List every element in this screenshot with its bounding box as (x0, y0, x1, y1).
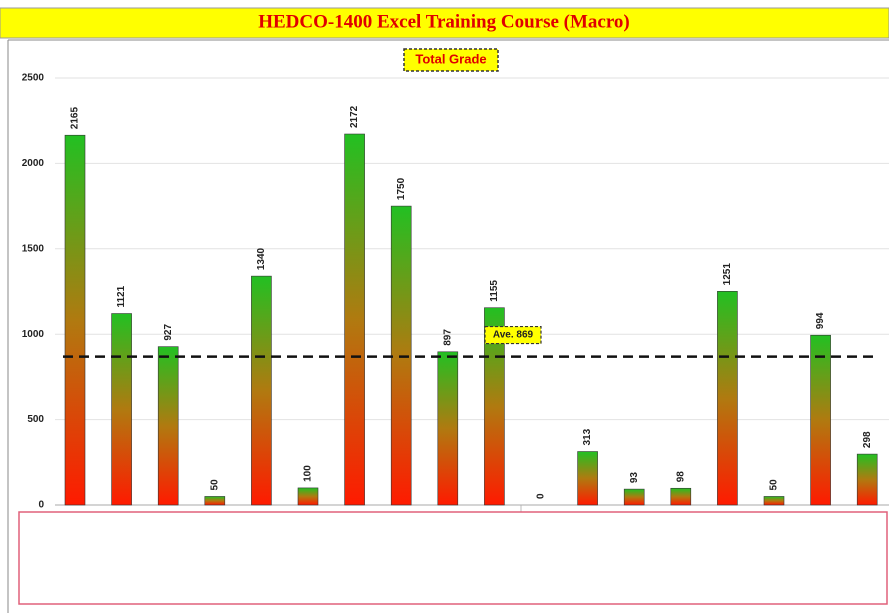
y-tick-label: 0 (38, 500, 44, 511)
bar (111, 313, 132, 506)
bar (437, 351, 459, 506)
empty-panel (18, 511, 888, 605)
data-label: 93 (629, 472, 640, 484)
data-label: 2172 (349, 105, 360, 128)
bar (64, 134, 86, 506)
bar (670, 487, 692, 506)
y-tick-label: 500 (27, 414, 44, 425)
y-tick-label: 1000 (22, 329, 45, 340)
data-label: 1121 (116, 285, 127, 307)
data-label: 1251 (722, 263, 733, 286)
data-label: 313 (582, 428, 593, 445)
chart-title: Total Grade (415, 51, 486, 66)
bar (157, 346, 179, 506)
data-label: 897 (442, 329, 453, 346)
data-label: 1155 (489, 280, 500, 302)
bar (717, 291, 738, 506)
data-label: 2165 (70, 107, 81, 130)
bar (344, 133, 365, 506)
average-label: Ave. 869 (493, 330, 534, 341)
bar (810, 334, 831, 506)
bar (204, 496, 226, 506)
bar (856, 453, 878, 506)
y-tick-label: 1500 (22, 243, 45, 254)
bar (763, 496, 785, 506)
data-label: 994 (815, 312, 826, 329)
data-label: 98 (675, 471, 686, 483)
data-label: 100 (303, 465, 314, 482)
data-label: 0 (536, 493, 547, 499)
banner-title: HEDCO-1400 Excel Training Course (Macro) (258, 11, 630, 32)
data-label: 298 (862, 431, 873, 448)
bar (251, 275, 272, 506)
average-label-box (484, 325, 542, 345)
y-tick-label: 2500 (22, 73, 45, 84)
chart-title-box (403, 48, 499, 72)
bar (623, 488, 645, 506)
banner (0, 7, 889, 39)
grid (55, 77, 889, 506)
data-label: 50 (769, 479, 780, 491)
data-label: 50 (209, 479, 220, 491)
data-label: 927 (163, 324, 174, 341)
bar (297, 487, 319, 506)
bars (64, 133, 878, 506)
bar (577, 451, 598, 506)
data-label: 1750 (396, 177, 407, 200)
y-tick-label: 2000 (22, 158, 45, 169)
data-label: 1340 (256, 247, 267, 270)
